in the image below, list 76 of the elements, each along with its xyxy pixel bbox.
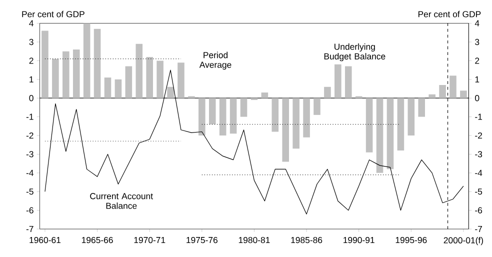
bar	[52, 58, 59, 98]
bar	[261, 92, 268, 98]
bar	[208, 98, 216, 124]
bar	[72, 49, 80, 98]
y2-tick-label: 1	[475, 76, 480, 82]
bar	[386, 98, 394, 170]
x-tick-label: 1975-76	[186, 236, 218, 244]
bar	[219, 98, 226, 136]
bar	[334, 64, 342, 98]
y2-tick-label: 2	[475, 58, 480, 64]
y-axis-title: Per cent of GDP	[22, 10, 84, 18]
bar	[198, 98, 206, 136]
bar	[42, 30, 48, 98]
bar	[408, 98, 415, 136]
bar	[156, 60, 164, 98]
y-tick-label: -4	[26, 170, 34, 176]
bar	[104, 77, 112, 98]
bar	[83, 23, 90, 98]
x-tick-label: 1970-71	[134, 236, 166, 244]
bar	[94, 28, 101, 98]
y-tick-label: -6	[26, 207, 34, 214]
bar	[397, 98, 404, 150]
y2-tick-label: -1	[475, 114, 482, 120]
y-tick-label: 0	[29, 94, 34, 102]
x-tick-label: 1965-66	[82, 236, 113, 244]
bar	[439, 84, 446, 98]
y2-tick-label: -2	[475, 132, 482, 138]
bar	[146, 56, 153, 98]
y2-tick-label: -5	[475, 188, 482, 195]
y2-axis-title: Per cent of GDP	[418, 10, 481, 18]
y2-tick-label: 4	[474, 20, 480, 26]
x-tick-label: 1980-81	[238, 236, 270, 244]
bar	[178, 62, 184, 98]
bar	[314, 98, 320, 115]
x-tick-label: 1990-91	[344, 236, 374, 244]
y-tick-label: -5	[26, 188, 34, 195]
x-tick-label: 2000-01(f)	[444, 236, 483, 246]
bar	[62, 51, 70, 98]
y2-tick-label: -4	[475, 170, 482, 176]
y2-tick-label: 3	[475, 38, 480, 45]
bar	[230, 98, 237, 134]
bar	[376, 98, 384, 173]
bar	[324, 86, 331, 98]
series-label: Underlying Budget Balance	[324, 43, 386, 62]
y2-tick-label: -7	[475, 226, 482, 232]
y-tick-label: 1	[30, 76, 34, 82]
x-tick-label: 1985-86	[291, 236, 322, 244]
bar	[125, 66, 132, 98]
y-tick-label: -2	[26, 132, 34, 138]
bar	[344, 66, 352, 98]
y2-tick-label: -6	[475, 207, 482, 214]
bar	[136, 44, 143, 98]
bar	[282, 98, 290, 162]
y2-tick-label: 0	[475, 94, 480, 102]
y-tick-label: -1	[26, 114, 34, 120]
y2-tick-label: -3	[475, 151, 482, 158]
y-tick-label: 3	[29, 38, 34, 45]
y-tick-label: 4	[29, 20, 34, 26]
y-tick-label: 2	[29, 58, 34, 64]
bar	[450, 76, 456, 98]
x-tick-label: 1995-96	[396, 236, 427, 244]
bar	[272, 98, 279, 132]
bar	[167, 86, 174, 98]
series-label: Current Account Balance	[90, 192, 153, 209]
bar	[303, 98, 310, 138]
bar	[292, 98, 300, 149]
bar	[240, 98, 248, 117]
y-tick-label: -7	[26, 226, 34, 232]
bar	[366, 98, 373, 152]
bar	[114, 79, 122, 98]
y-tick-label: -3	[26, 151, 34, 158]
x-tick-label: 1960-61	[30, 236, 61, 244]
bar	[428, 94, 436, 98]
annotation: Period Average	[199, 52, 232, 70]
bar	[418, 98, 426, 117]
bar	[460, 90, 467, 98]
